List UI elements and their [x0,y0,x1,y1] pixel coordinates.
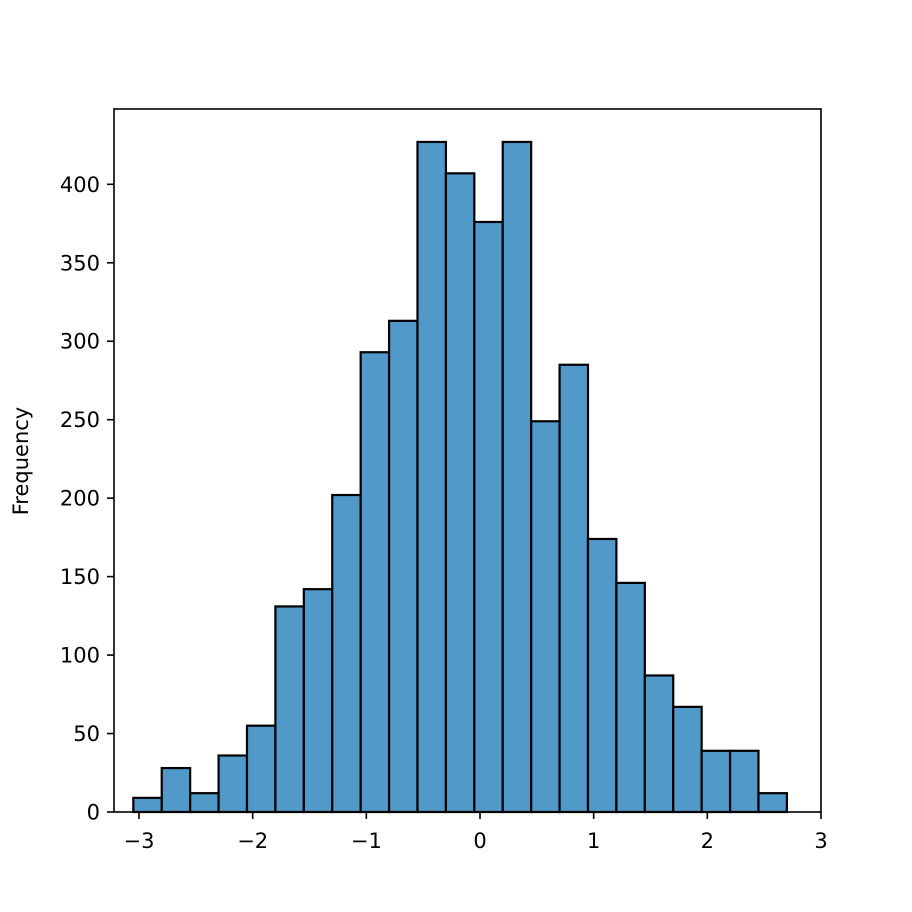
y-tick-label: 300 [60,330,100,354]
y-tick-label: 250 [60,408,100,432]
x-tick-label: 1 [587,829,600,853]
histogram-bar [245,724,277,814]
x-tick-label: −3 [124,829,155,853]
histogram-bar [416,140,448,814]
histogram-bar [558,363,590,814]
y-tick-label: 100 [60,644,100,668]
x-tick-label: −2 [237,829,268,853]
histogram-bar [530,420,561,814]
histogram-bar [728,749,760,814]
histogram-bar [757,792,789,814]
histogram-bar [672,705,703,814]
y-tick-label: 50 [73,722,100,746]
y-tick-label: 350 [60,251,100,275]
histogram-bar [217,754,249,814]
histogram-bar [132,796,163,814]
y-tick-label: 0 [87,801,100,825]
histogram-bar [501,140,533,814]
y-axis-label: Frequency [9,407,33,516]
histogram-bar [615,581,646,814]
histogram-bar [160,766,192,814]
histogram-bar [586,537,618,814]
bars-layer [132,140,789,814]
histogram-bar [359,351,391,814]
y-axis: 0 50 100 150 200 250 300 350 400 [60,173,114,825]
x-tick-label: 2 [701,829,714,853]
x-tick-label: −1 [351,829,382,853]
plot-frame [113,108,822,813]
histogram-bar [643,674,675,814]
histogram-bar [444,172,476,814]
histogram-bar [189,792,220,814]
y-tick-label: 200 [60,487,100,511]
histogram-bar [387,319,419,814]
histogram-bar [700,749,732,814]
x-tick-label: 3 [814,829,827,853]
y-tick-label: 400 [60,173,100,197]
histogram-bar [302,588,334,814]
histogram-bar [274,605,305,814]
histogram-bar [331,493,362,814]
x-tick-label: 0 [473,829,486,853]
histogram-bar [473,220,504,814]
x-axis: −3 −2 −1 0 1 2 3 [124,812,828,853]
y-tick-label: 150 [60,565,100,589]
